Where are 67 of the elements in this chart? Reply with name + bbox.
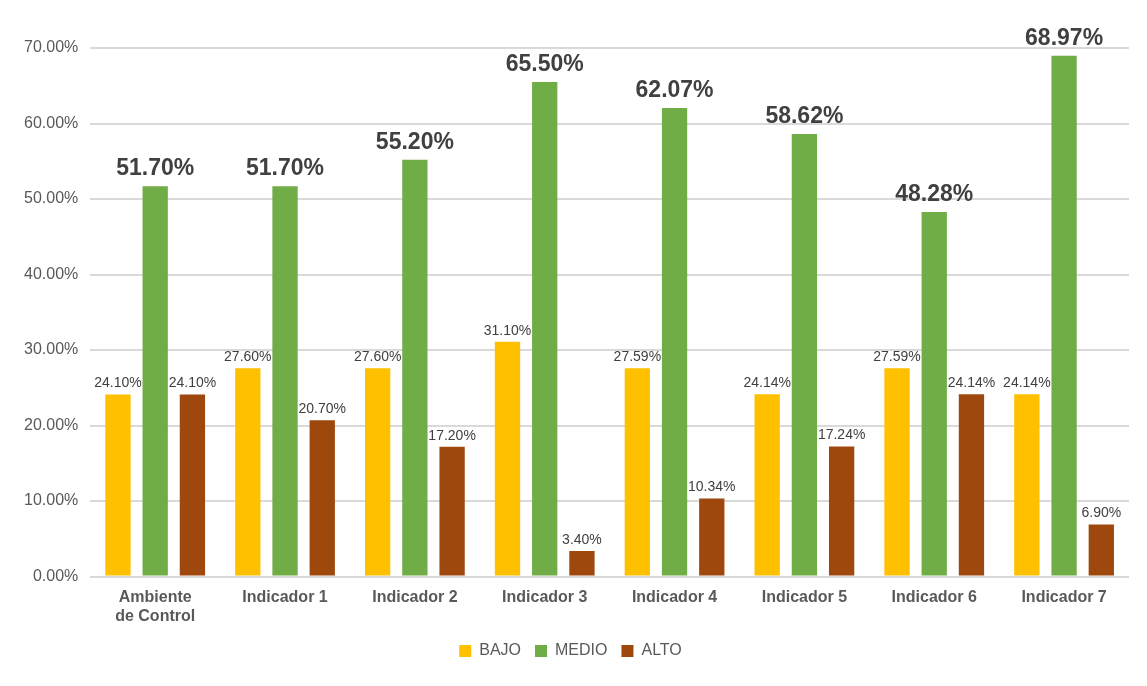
x-tick-label: Indicador 6: [891, 587, 978, 605]
bar: [402, 159, 428, 576]
y-tick-label: 30.00%: [24, 340, 79, 358]
data-label: 27.60%: [353, 348, 402, 365]
data-label: 24.14%: [743, 374, 791, 391]
bar: [1014, 394, 1040, 576]
data-label: 24.14%: [947, 374, 996, 391]
bar: [754, 394, 780, 576]
bar: [142, 186, 168, 576]
bar: [958, 394, 985, 576]
data-label: 48.28%: [895, 179, 974, 206]
data-label: 24.10%: [168, 374, 217, 391]
legend-label: ALTO: [641, 641, 682, 659]
x-tick-label: Indicador 1: [242, 587, 328, 605]
y-tick-label: 0.00%: [32, 567, 79, 585]
bar: [1051, 55, 1077, 576]
bar: [272, 186, 298, 576]
bar: [884, 368, 910, 576]
bar: [309, 420, 335, 576]
data-label: 31.10%: [483, 321, 532, 338]
data-label: 51.70%: [246, 154, 325, 181]
bar: [921, 212, 947, 576]
bar: [532, 81, 558, 576]
x-tick-label: Indicador 7: [1021, 587, 1107, 605]
legend-label: MEDIO: [555, 641, 608, 659]
y-tick-label: 20.00%: [24, 415, 79, 433]
data-label: 27.60%: [224, 348, 272, 365]
data-label: 24.10%: [94, 374, 142, 391]
legend-label: BAJO: [479, 641, 522, 659]
bar: [494, 341, 521, 576]
x-tick-label: Ambiente de Control: [115, 587, 196, 624]
bar: [699, 498, 725, 576]
data-label: 24.14%: [1003, 374, 1051, 391]
bar: [439, 446, 465, 576]
data-label: 65.50%: [505, 49, 584, 76]
bar: [179, 394, 206, 576]
bar: [105, 394, 131, 576]
data-label: 58.62%: [765, 101, 844, 128]
bar: [235, 368, 261, 576]
data-label: 27.59%: [873, 348, 921, 365]
data-label: 17.24%: [817, 426, 866, 443]
bar: [791, 133, 818, 576]
data-label: 51.70%: [116, 154, 195, 181]
x-tick-label: Indicador 2: [372, 587, 458, 605]
y-tick-label: 60.00%: [24, 113, 79, 131]
x-tick-label: Indicador 4: [631, 587, 718, 605]
bar: [569, 550, 595, 576]
data-label: 6.90%: [1081, 504, 1122, 521]
data-label: 10.34%: [688, 478, 736, 495]
data-label: 3.40%: [562, 530, 602, 547]
bar: [364, 368, 391, 576]
bar: [661, 107, 688, 576]
y-tick-label: 40.00%: [24, 264, 79, 282]
x-tick-label: Indicador 5: [761, 587, 848, 605]
bar: [624, 368, 650, 576]
y-tick-label: 50.00%: [24, 189, 79, 207]
data-label: 68.97%: [1025, 23, 1104, 50]
data-label: 27.59%: [613, 348, 662, 365]
bar: [1088, 524, 1114, 576]
bar: [828, 446, 855, 576]
x-tick-label: Indicador 3: [502, 587, 588, 605]
y-tick-label: 10.00%: [24, 491, 79, 509]
data-label: 20.70%: [298, 400, 346, 417]
data-label: 17.20%: [428, 426, 476, 443]
data-label: 55.20%: [375, 127, 454, 154]
data-label: 62.07%: [635, 75, 714, 102]
y-tick-label: 70.00%: [24, 38, 79, 56]
